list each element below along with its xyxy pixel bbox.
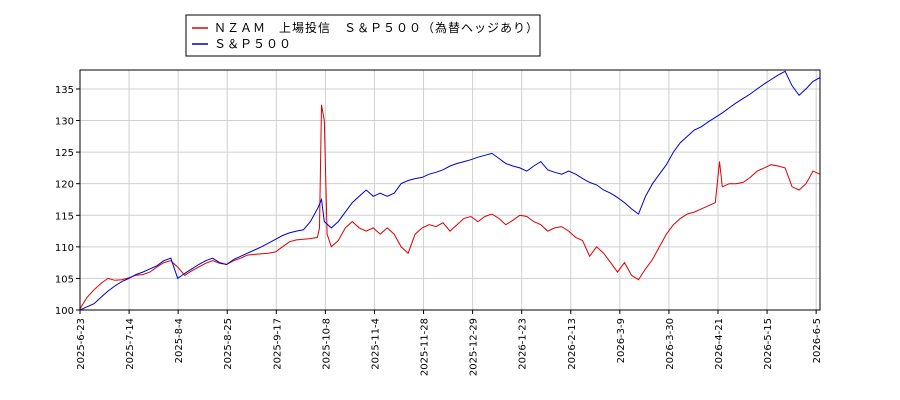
y-tick-label: 100 (55, 306, 74, 317)
x-tick-label: 2025-11-4 (370, 318, 381, 370)
grid (79, 70, 820, 311)
y-tick-label: 115 (55, 211, 74, 222)
x-tick-label: 2025-7-14 (125, 318, 136, 370)
x-tick-label: 2025-6-23 (76, 318, 87, 370)
x-tick-label: 2026-5-15 (763, 318, 774, 370)
x-tick-label: 2026-1-23 (518, 318, 529, 370)
legend-box (185, 14, 541, 57)
series-line-nzam (79, 104, 821, 309)
x-tick-label: 2026-4-21 (714, 318, 725, 370)
legend: ＮＺＡＭ 上場投信 Ｓ＆Ｐ５００（為替ヘッジあり） Ｓ＆Ｐ５００ (185, 14, 541, 57)
y-tick-label: 110 (55, 243, 74, 254)
x-tick-label: 2026-6-5 (812, 318, 823, 363)
y-tick-label: 120 (55, 180, 74, 191)
x-tick-label: 2025-8-4 (174, 318, 185, 363)
x-tick-label: 2025-12-29 (469, 318, 480, 376)
x-tick-label: 2025-9-17 (272, 318, 283, 370)
y-tick-label: 105 (55, 274, 74, 285)
y-tick-label: 135 (55, 85, 74, 96)
y-axis: 100 105 110 115 120 125 130 135 (55, 85, 80, 317)
series-line-sp500 (79, 70, 821, 311)
legend-label-nzam: ＮＺＡＭ 上場投信 Ｓ＆Ｐ５００（為替ヘッジあり） (214, 20, 539, 35)
x-tick-label: 2025-11-28 (420, 318, 431, 376)
plot-lines (79, 70, 821, 311)
x-tick-label: 2025-8-25 (223, 318, 234, 370)
x-tick-label: 2026-3-9 (616, 318, 627, 363)
y-tick-label: 130 (55, 117, 74, 128)
x-axis: 2025-6-23 2025-7-14 2025-8-4 2025-8-25 2025-… (76, 310, 823, 376)
y-tick-label: 125 (55, 148, 74, 159)
x-tick-label: 2025-10-8 (321, 318, 332, 370)
plot-frame (79, 69, 821, 311)
x-tick-label: 2026-3-30 (665, 318, 676, 370)
legend-label-sp500: Ｓ＆Ｐ５００ (214, 37, 292, 51)
x-tick-label: 2026-2-13 (567, 318, 578, 370)
